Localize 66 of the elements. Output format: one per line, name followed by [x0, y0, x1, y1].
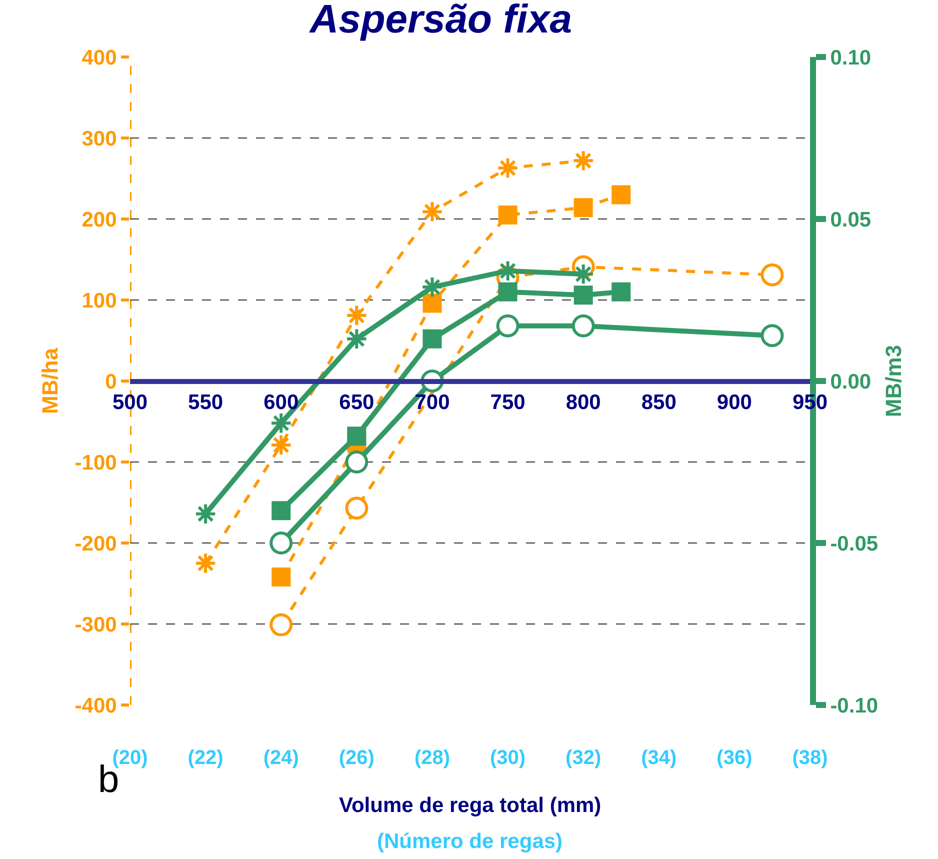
- point: [346, 328, 368, 350]
- x-tick-label: 750: [490, 391, 526, 414]
- point: [194, 552, 217, 574]
- point: [346, 304, 368, 326]
- y-tick-label: -400: [74, 694, 117, 718]
- point: [496, 156, 519, 180]
- y-tick-label: 400: [82, 46, 117, 70]
- x2-axis-title: (Número de regas): [377, 830, 563, 853]
- chart-title: Aspersão fixa: [308, 0, 572, 42]
- point: [347, 426, 366, 446]
- point: [272, 501, 291, 520]
- y2-tick-label: 0.00: [830, 370, 872, 394]
- y-tick-label: 300: [82, 127, 117, 150]
- x-tick-label: 550: [188, 391, 224, 414]
- point: [421, 276, 444, 298]
- y-tick-label: -100: [74, 451, 117, 474]
- x-tick-label: 700: [414, 391, 450, 414]
- y-tick-label: -300: [74, 613, 117, 636]
- x-tick-label: 600: [264, 391, 299, 414]
- x-tick-label: 900: [716, 391, 752, 414]
- y-tick-label: 0: [105, 370, 117, 394]
- point: [574, 286, 593, 305]
- point: [345, 496, 368, 520]
- point: [760, 263, 784, 286]
- x2-tick-label: (34): [641, 747, 677, 769]
- y-axis-title: MB/ha: [38, 347, 63, 414]
- x-tick-label: 850: [641, 391, 676, 414]
- x2-tick-label: (22): [188, 747, 224, 769]
- point: [421, 200, 444, 223]
- y2-tick-label: 0.10: [830, 46, 872, 70]
- y-tick-label: -200: [74, 532, 117, 556]
- x2-tick-label: (36): [716, 747, 752, 769]
- x2-tick-label: (28): [414, 747, 450, 769]
- point: [612, 282, 631, 302]
- x-axis-title: Volume de rega total (mm): [339, 794, 602, 817]
- point: [498, 205, 518, 224]
- point: [422, 329, 442, 348]
- point: [496, 314, 520, 338]
- x2-tick-label: (26): [338, 747, 374, 769]
- point: [270, 532, 293, 554]
- point: [194, 502, 217, 525]
- x-tick-label: 800: [566, 391, 601, 414]
- point: [270, 434, 292, 456]
- y2-tick-label: -0.10: [830, 694, 878, 718]
- y-tick-label: 100: [82, 289, 117, 312]
- y2-tick-label: 0.05: [830, 208, 872, 232]
- point: [422, 294, 442, 313]
- point: [498, 282, 518, 302]
- point: [572, 314, 595, 338]
- x-tick-label: 500: [112, 391, 148, 414]
- x2-tick-label: (30): [490, 747, 526, 769]
- point: [270, 613, 293, 636]
- point: [574, 198, 593, 218]
- point: [612, 185, 631, 204]
- x2-tick-label: (24): [263, 747, 299, 769]
- y2-axis-title: MB/m3: [880, 344, 906, 418]
- point: [272, 568, 291, 587]
- point: [345, 450, 368, 474]
- x2-tick-label: (38): [792, 747, 828, 769]
- y-tick-label: 200: [82, 208, 117, 232]
- point: [270, 412, 292, 434]
- point: [572, 150, 594, 172]
- y2-tick-label: -0.05: [830, 532, 878, 556]
- x2-tick-label: (32): [566, 747, 602, 769]
- x-tick-label: 650: [339, 391, 374, 414]
- point: [760, 324, 784, 348]
